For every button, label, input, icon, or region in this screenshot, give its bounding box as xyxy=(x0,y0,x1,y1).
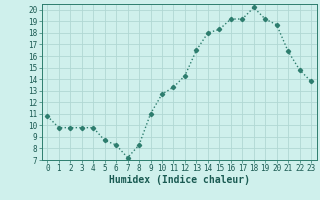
X-axis label: Humidex (Indice chaleur): Humidex (Indice chaleur) xyxy=(109,175,250,185)
